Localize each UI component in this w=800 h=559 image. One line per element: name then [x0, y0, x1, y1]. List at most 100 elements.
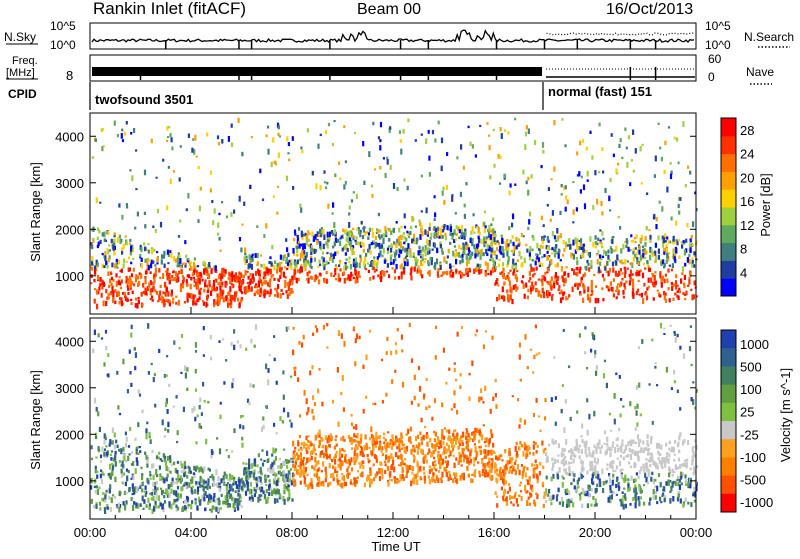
heatmap-cell	[494, 264, 496, 267]
heatmap-cell	[200, 187, 202, 191]
heatmap-cell	[206, 485, 208, 491]
heatmap-cell	[292, 464, 294, 468]
heatmap-cell	[620, 413, 622, 417]
heatmap-cell	[398, 236, 400, 242]
heatmap-cell	[612, 477, 614, 480]
heatmap-cell	[369, 478, 371, 484]
heatmap-cell	[301, 150, 303, 153]
heatmap-cell	[426, 239, 428, 244]
heatmap-cell	[403, 129, 405, 134]
heatmap-cell	[595, 371, 597, 376]
heatmap-cell	[166, 287, 168, 290]
heatmap-cell	[432, 130, 434, 134]
heatmap-cell	[205, 439, 207, 445]
heatmap-cell	[587, 430, 589, 436]
heatmap-cell	[315, 325, 317, 328]
heatmap-cell	[306, 237, 308, 240]
heatmap-cell	[158, 495, 160, 501]
heatmap-cell	[402, 467, 404, 473]
heatmap-cell	[338, 330, 340, 336]
heatmap-cell	[674, 454, 676, 456]
heatmap-cell	[339, 451, 341, 457]
heatmap-cell	[493, 451, 495, 454]
heatmap-cell	[287, 152, 289, 154]
heatmap-cell	[415, 139, 417, 142]
heatmap-cell	[249, 273, 251, 277]
heatmap-cell	[271, 454, 273, 457]
heatmap-cell	[175, 271, 177, 276]
heatmap-cell	[480, 450, 482, 454]
heatmap-cell	[355, 435, 357, 437]
heatmap-cell	[407, 234, 409, 236]
heatmap-cell	[558, 285, 560, 289]
heatmap-cell	[672, 298, 674, 301]
heatmap-cell	[524, 444, 526, 447]
heatmap-cell	[628, 462, 630, 465]
heatmap-cell	[260, 279, 262, 283]
heatmap-cell	[537, 480, 539, 484]
heatmap-cell	[385, 455, 387, 460]
heatmap-cell	[187, 466, 189, 469]
heatmap-cell	[270, 269, 272, 274]
heatmap-cell	[661, 157, 663, 161]
heatmap-cell	[326, 182, 328, 185]
heatmap-cell	[354, 451, 356, 456]
heatmap-cell	[167, 422, 169, 427]
heatmap-cell	[566, 504, 568, 508]
heatmap-cell	[407, 118, 409, 122]
heatmap-cell	[474, 253, 476, 258]
heatmap-cell	[498, 259, 500, 261]
heatmap-cell	[543, 236, 545, 240]
heatmap-cell	[208, 468, 210, 471]
heatmap-cell	[318, 368, 320, 370]
heatmap-cell	[440, 458, 442, 461]
heatmap-cell	[663, 237, 665, 243]
heatmap-cell	[400, 226, 402, 229]
heatmap-cell	[489, 145, 491, 150]
heatmap-cell	[357, 470, 359, 472]
heatmap-cell	[99, 202, 101, 204]
heatmap-cell	[251, 136, 253, 138]
heatmap-cell	[163, 495, 165, 498]
heatmap-cell	[609, 413, 611, 416]
heatmap-cell	[249, 471, 251, 475]
heatmap-cell	[294, 370, 296, 376]
heatmap-cell	[453, 430, 455, 432]
heatmap-cell	[579, 267, 581, 270]
heatmap-cell	[383, 433, 385, 436]
heatmap-cell	[685, 479, 687, 484]
heatmap-cell	[334, 174, 336, 178]
heatmap-cell	[91, 244, 93, 249]
heatmap-cell	[643, 263, 645, 265]
heatmap-cell	[203, 497, 205, 502]
heatmap-cell	[502, 286, 504, 292]
heatmap-cell	[357, 477, 359, 479]
heatmap-cell	[211, 268, 213, 274]
heatmap-cell	[172, 301, 174, 304]
heatmap-cell	[139, 450, 141, 453]
heatmap-cell	[639, 294, 641, 296]
heatmap-cell	[615, 271, 617, 277]
heatmap-cell	[334, 268, 336, 272]
heatmap-cell	[627, 260, 629, 262]
heatmap-cell	[201, 495, 203, 501]
heatmap-cell	[315, 453, 317, 455]
heatmap-cell	[692, 494, 694, 496]
heatmap-cell	[310, 258, 312, 263]
heatmap-cell	[191, 500, 193, 504]
heatmap-cell	[148, 250, 150, 254]
heatmap-cell	[119, 239, 121, 244]
heatmap-cell	[399, 249, 401, 253]
heatmap-cell	[441, 166, 443, 171]
heatmap-cell	[133, 501, 135, 505]
heatmap-cell	[274, 358, 276, 361]
heatmap-cell	[407, 186, 409, 190]
heatmap-cell	[625, 504, 627, 509]
heatmap-cell	[187, 274, 189, 277]
heatmap-cell	[129, 243, 131, 245]
heatmap-cell	[171, 279, 173, 281]
heatmap-cell	[635, 493, 637, 497]
heatmap-cell	[495, 280, 497, 284]
heatmap-cell	[549, 264, 551, 267]
heatmap-cell	[641, 339, 643, 344]
